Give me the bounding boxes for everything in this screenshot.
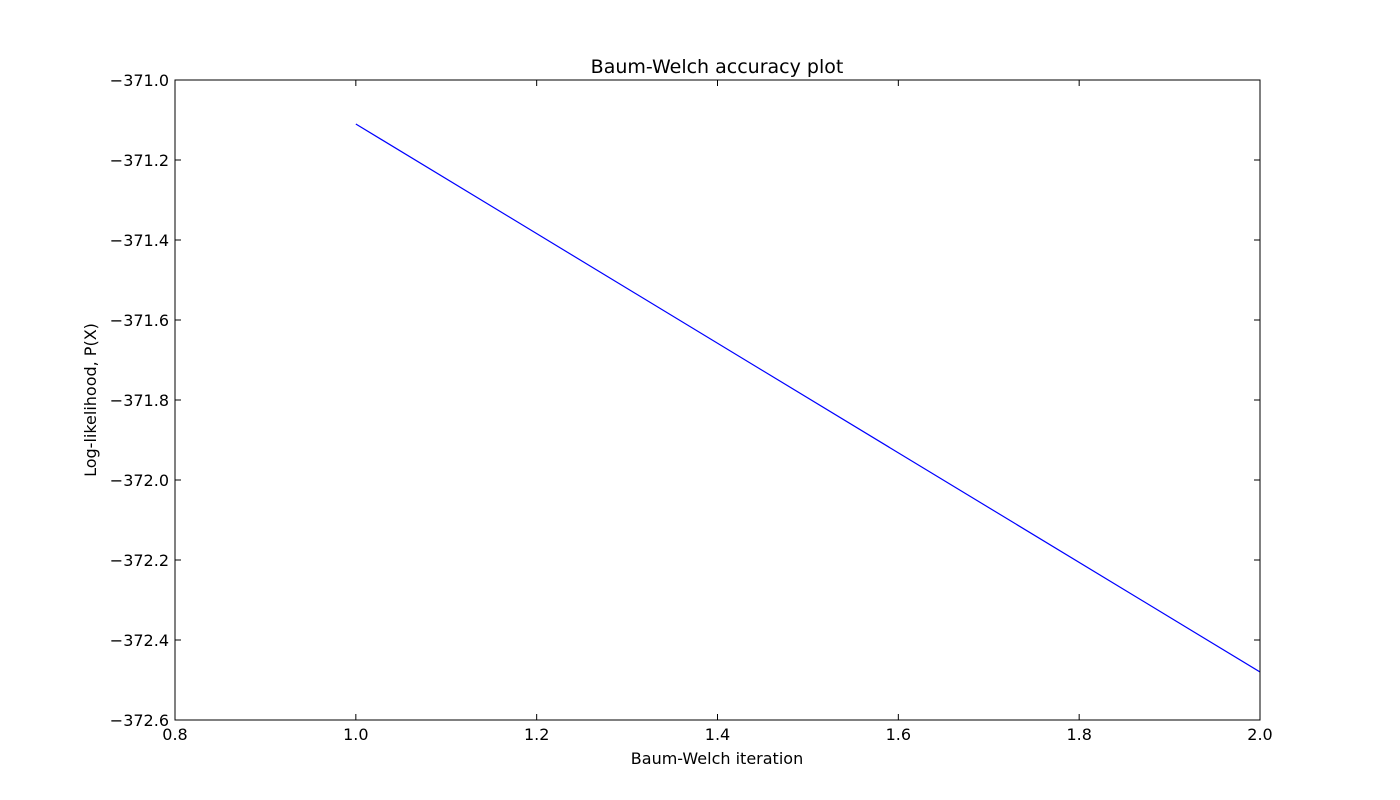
y-axis-label: Log-likelihood, P(X) — [81, 323, 100, 477]
y-tick-label: −371.2 — [110, 151, 169, 170]
y-tick-label: −371.4 — [110, 231, 169, 250]
x-tick-label: 1.2 — [524, 725, 549, 744]
y-tick-label: −371.8 — [110, 391, 169, 410]
x-tick-label: 1.8 — [1066, 725, 1091, 744]
plot-frame — [174, 79, 1261, 721]
x-tick-label: 0.8 — [162, 725, 187, 744]
x-tick-label: 1.0 — [343, 725, 368, 744]
y-tick-label: −372.4 — [110, 631, 169, 650]
x-tick-label: 2.0 — [1247, 725, 1272, 744]
plot-area: 0.8 1.0 1.2 1.4 1.6 1.8 2.0 −371.0 −371.2 −371.4 −… — [110, 71, 1273, 744]
x-tick-label: 1.4 — [705, 725, 730, 744]
y-tick-label: −372.0 — [110, 471, 169, 490]
x-tick-label: 1.6 — [886, 725, 911, 744]
x-axis-label: Baum-Welch iteration — [631, 749, 803, 768]
chart-title: Baum-Welch accuracy plot — [591, 56, 844, 78]
y-tick-label: −371.0 — [110, 71, 169, 90]
series-line-0 — [355, 123, 1260, 673]
y-tick-label: −372.6 — [110, 711, 169, 730]
y-tick-label: −371.6 — [110, 311, 169, 330]
y-tick-label: −372.2 — [110, 551, 169, 570]
